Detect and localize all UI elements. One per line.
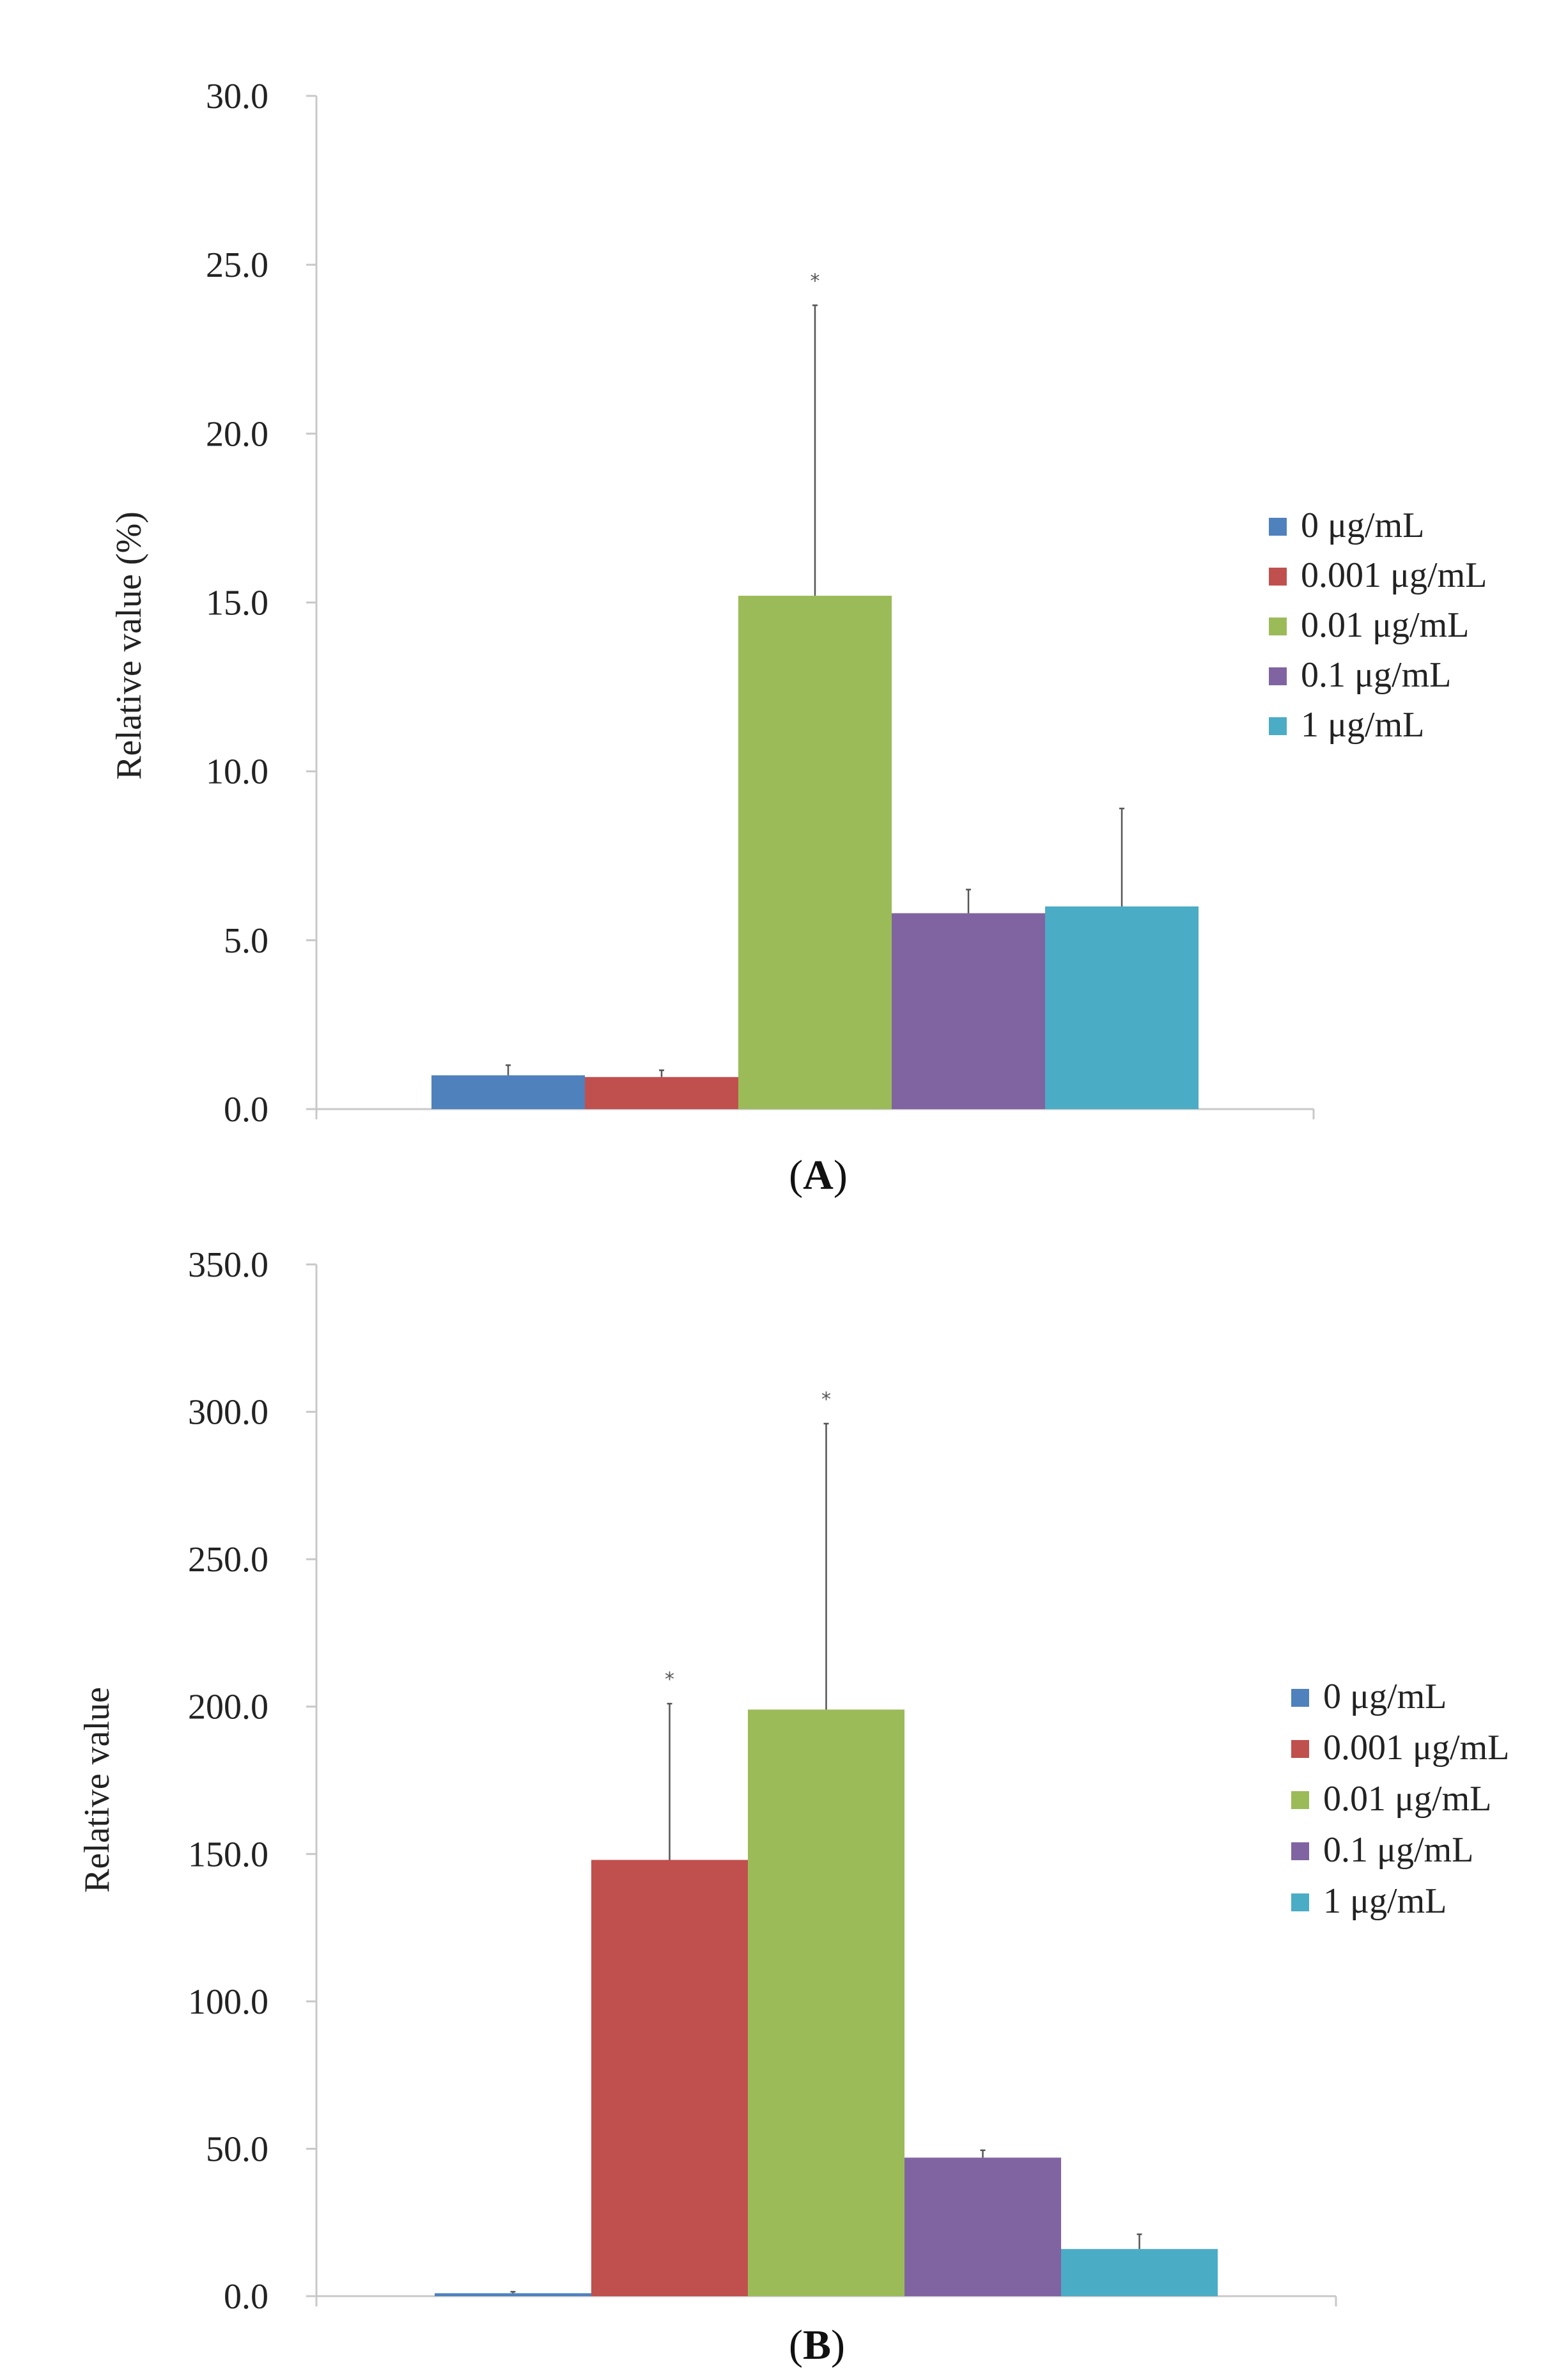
y-tick-label-b-2: 100.0 <box>188 1982 268 2022</box>
y-tick-label-b-1: 50.0 <box>206 2129 268 2169</box>
legend-label-a-3: 0.1 μg/mL <box>1301 655 1451 695</box>
y-axis-title-b: Relative value <box>77 1687 117 1893</box>
legend-label-b-4: 1 μg/mL <box>1323 1881 1447 1921</box>
y-tick-label-b-7: 350.0 <box>188 1245 268 1285</box>
legend-swatch-b-1 <box>1291 1740 1309 1758</box>
y-tick-label-b-6: 300.0 <box>188 1393 268 1433</box>
y-tick-label-b-5: 250.0 <box>188 1540 268 1580</box>
y-tick-label-a-4: 20.0 <box>206 414 268 454</box>
bar-b-3 <box>904 2157 1061 2296</box>
legend-swatch-b-4 <box>1291 1893 1309 1911</box>
bar-b-1 <box>591 1860 748 2296</box>
bar-b-4 <box>1061 2249 1218 2296</box>
legend-swatch-a-1 <box>1269 568 1287 586</box>
bar-a-1 <box>585 1076 738 1109</box>
legend-swatch-a-4 <box>1269 717 1287 735</box>
legend-swatch-b-2 <box>1291 1791 1309 1809</box>
y-tick-label-a-2: 10.0 <box>206 752 268 792</box>
y-tick-label-a-5: 25.0 <box>206 245 268 285</box>
bar-b-0 <box>435 2293 591 2296</box>
bar-a-3 <box>892 913 1045 1109</box>
legend-swatch-a-3 <box>1269 667 1287 685</box>
y-tick-label-b-0: 0.0 <box>224 2277 268 2317</box>
chart-panel-b: 0.0 50.0 100.0 150.0 200.0 250.0 300.0 350.0 Rel… <box>77 1245 1509 2368</box>
significance-marker-a-2: * <box>811 270 820 293</box>
legend-swatch-a-0 <box>1269 518 1287 536</box>
legend-label-a-1: 0.001 μg/mL <box>1301 556 1487 595</box>
bar-a-2 <box>738 595 892 1109</box>
bar-a-0 <box>431 1075 585 1109</box>
y-tick-label-a-1: 5.0 <box>224 921 268 961</box>
significance-marker-b-2: * <box>821 1388 831 1411</box>
legend-label-b-0: 0 μg/mL <box>1323 1677 1447 1716</box>
chart-panel-a: 0.0 5.0 10.0 15.0 20.0 25.0 30.0 Relative value… <box>109 77 1487 1199</box>
legend-swatch-b-0 <box>1291 1689 1309 1707</box>
y-tick-label-a-3: 15.0 <box>206 584 268 623</box>
y-tick-label-b-4: 200.0 <box>188 1688 268 1727</box>
bar-a-4 <box>1045 906 1199 1109</box>
significance-marker-b-1: * <box>665 1668 674 1691</box>
legend-swatch-b-3 <box>1291 1842 1309 1860</box>
legend-label-a-0: 0 μg/mL <box>1301 506 1424 545</box>
legend-swatch-a-2 <box>1269 618 1287 635</box>
panel-label-b: (B) <box>789 2322 845 2368</box>
panel-label-a: (A) <box>789 1152 848 1199</box>
y-tick-label-a-0: 0.0 <box>224 1090 268 1130</box>
bar-b-2 <box>748 1709 904 2296</box>
y-tick-label-b-3: 150.0 <box>188 1835 268 1874</box>
legend-label-b-3: 0.1 μg/mL <box>1323 1830 1473 1870</box>
y-axis-title-a: Relative value (%) <box>109 511 149 780</box>
legend-label-b-1: 0.001 μg/mL <box>1323 1728 1509 1768</box>
legend-label-b-2: 0.01 μg/mL <box>1323 1779 1491 1819</box>
legend-label-a-4: 1 μg/mL <box>1301 705 1424 745</box>
y-tick-label-a-6: 30.0 <box>206 77 268 116</box>
legend-label-a-2: 0.01 μg/mL <box>1301 605 1469 645</box>
